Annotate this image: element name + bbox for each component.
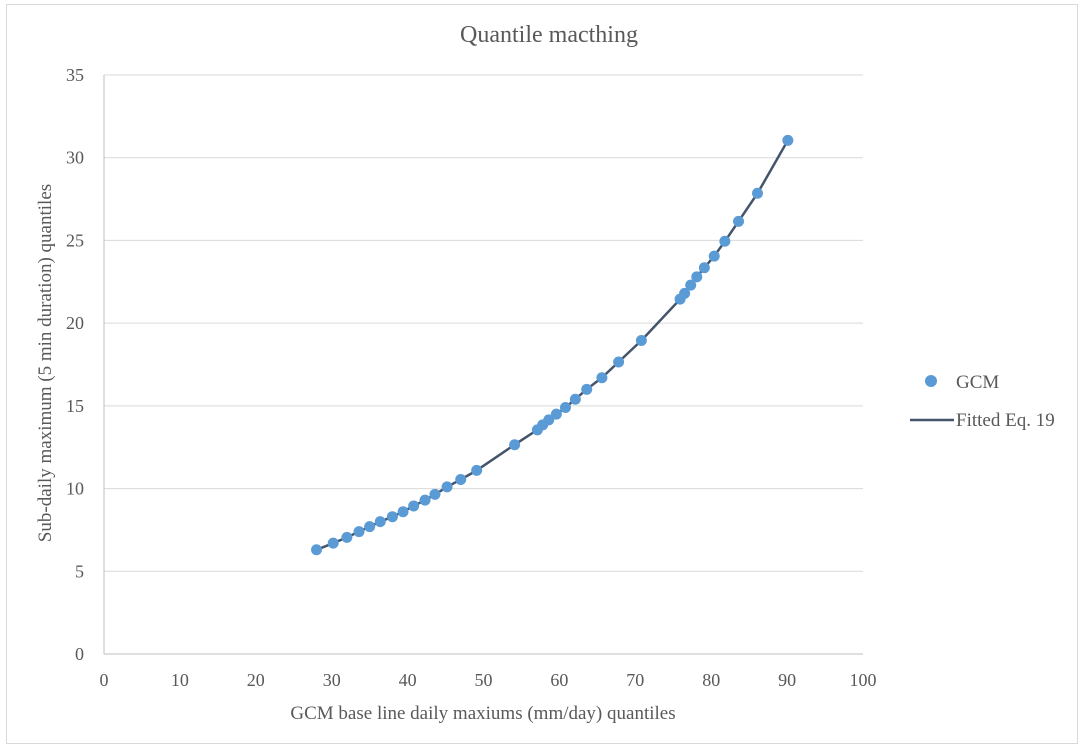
gcm-point — [327, 537, 339, 549]
gcm-point — [311, 544, 323, 556]
gcm-point — [397, 506, 409, 518]
y-tick-label: 0 — [75, 644, 84, 664]
chart-title: Quantile macthing — [460, 22, 638, 48]
x-tick-label: 100 — [850, 670, 877, 690]
gcm-point — [719, 235, 731, 247]
y-tick-label: 10 — [66, 479, 84, 499]
legend-gcm-label: GCM — [956, 372, 999, 393]
gcm-point — [509, 439, 521, 451]
gcm-point — [613, 356, 625, 368]
gcm-point — [708, 250, 720, 262]
x-tick-label: 10 — [171, 670, 189, 690]
x-tick-label: 20 — [247, 670, 265, 690]
x-tick-label: 0 — [100, 670, 109, 690]
gcm-point — [386, 511, 398, 523]
y-tick-labels: 0 5 10 15 20 25 30 35 — [66, 65, 84, 664]
gcm-point — [685, 279, 697, 291]
gcm-markers — [311, 134, 794, 556]
gcm-point — [353, 526, 365, 538]
gcm-point — [559, 402, 571, 414]
legend-fitted-label: Fitted Eq. 19 — [956, 410, 1055, 431]
x-tick-label: 60 — [550, 670, 568, 690]
legend: GCM Fitted Eq. 19 — [910, 372, 1055, 431]
gcm-point — [364, 521, 376, 533]
gcm-point — [569, 393, 581, 405]
gcm-point — [782, 134, 794, 146]
gcm-point — [596, 372, 608, 384]
y-tick-label: 20 — [66, 313, 84, 333]
gcm-point — [374, 516, 386, 528]
gcm-point — [471, 464, 483, 476]
y-tick-label: 15 — [66, 396, 84, 416]
gridlines — [103, 74, 863, 655]
gcm-point — [698, 262, 710, 274]
x-tick-label: 80 — [702, 670, 720, 690]
gcm-point — [691, 271, 703, 283]
y-tick-label: 30 — [66, 148, 84, 168]
y-tick-label: 35 — [66, 65, 84, 85]
chart-frame — [6, 4, 1078, 744]
gcm-point — [455, 473, 467, 485]
x-tick-labels: 0 10 20 30 40 50 60 70 80 90 100 — [100, 670, 877, 690]
gcm-point — [733, 215, 745, 227]
gcm-point — [581, 383, 593, 395]
gcm-point — [543, 414, 555, 426]
x-tick-label: 70 — [626, 670, 644, 690]
gcm-point — [550, 408, 562, 420]
gcm-point — [408, 500, 420, 512]
x-tick-label: 90 — [778, 670, 796, 690]
legend-gcm-marker — [925, 375, 937, 387]
x-tick-label: 50 — [475, 670, 493, 690]
gcm-point — [419, 494, 431, 506]
y-axis-title: Sub-daily maximum (5 min duration) quant… — [35, 184, 56, 542]
y-tick-label: 25 — [66, 230, 84, 250]
x-axis-title: GCM base line daily maxiums (mm/day) qua… — [290, 703, 675, 724]
y-tick-label: 5 — [75, 561, 84, 581]
x-tick-label: 30 — [323, 670, 341, 690]
gcm-point — [429, 488, 441, 500]
gcm-point — [441, 481, 453, 493]
gcm-point — [751, 187, 763, 199]
gcm-point — [635, 335, 647, 347]
x-tick-label: 40 — [399, 670, 417, 690]
gcm-point — [679, 287, 691, 299]
gcm-point — [341, 531, 353, 543]
